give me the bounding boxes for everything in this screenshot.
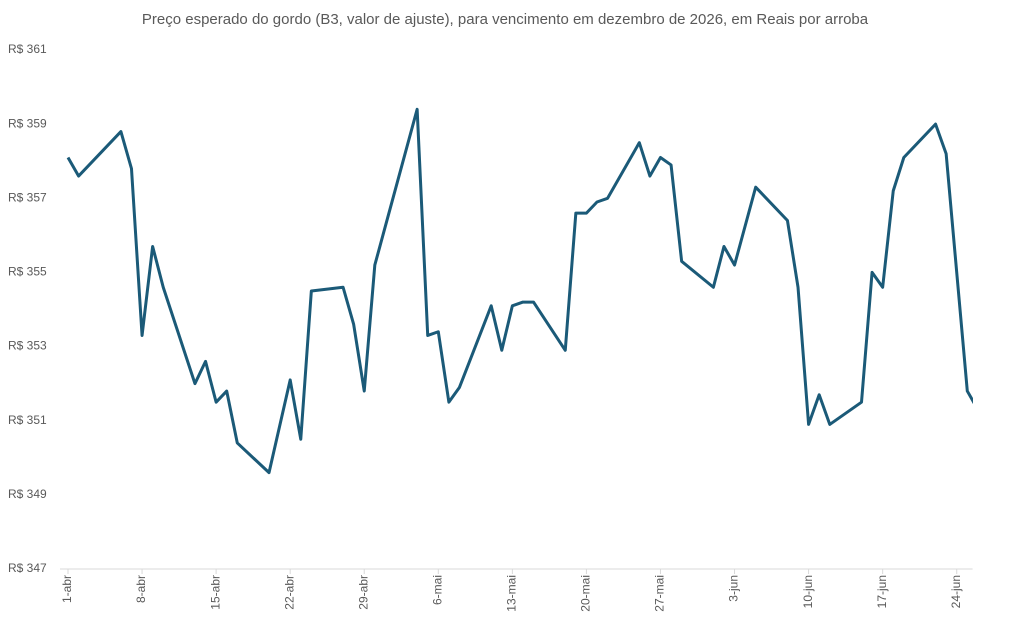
y-tick-label: R$ 349 [8,487,47,501]
series-line [66,107,973,475]
x-tick-label: 3-jun [727,575,741,602]
y-tick-label: R$ 357 [8,190,47,204]
y-tick-label: R$ 353 [8,339,47,353]
x-tick-label: 13-mai [505,575,519,612]
x-tick-label: 8-abr [134,575,148,603]
x-tick-label: 10-jun [801,575,815,608]
y-tick-label: R$ 361 [8,42,47,56]
x-tick-label: 24-jun [949,575,963,608]
x-tick-label: 20-mai [579,575,593,612]
y-tick-label: R$ 355 [8,265,47,279]
x-tick-label: 6-mai [430,575,444,605]
x-tick-label: 1-abr [60,575,74,603]
y-tick-label: R$ 359 [8,116,47,130]
x-tick-label: 22-abr [282,575,296,610]
x-tick-label: 27-mai [653,575,667,612]
y-tick-label: R$ 347 [8,561,47,575]
x-tick-label: 17-jun [875,575,889,608]
x-tick-label: 15-abr [208,575,222,610]
x-tick-label: 29-abr [356,575,370,610]
y-tick-label: R$ 351 [8,413,47,427]
chart-title: Preço esperado do gordo (B3, valor de aj… [142,11,869,28]
